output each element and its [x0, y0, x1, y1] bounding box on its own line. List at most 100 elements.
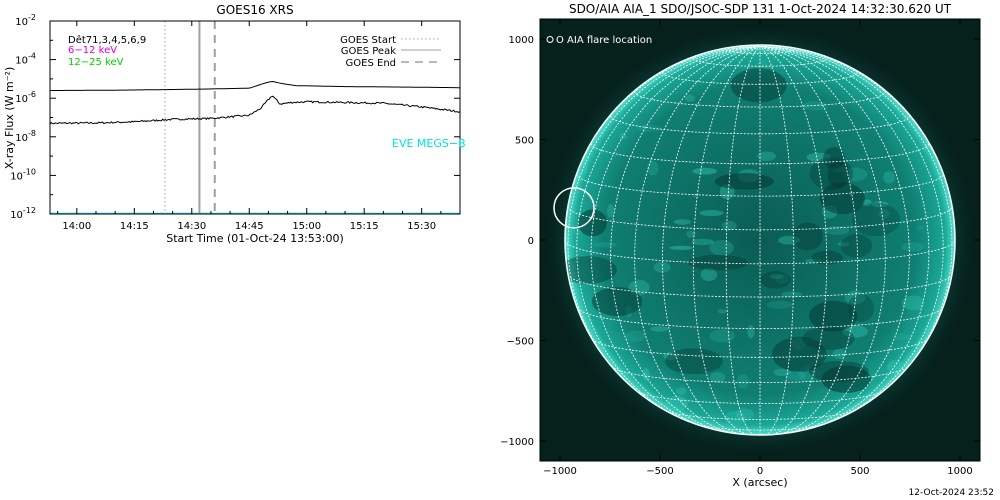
image-y-tick-label: 0 — [528, 236, 534, 247]
bright-patch — [832, 349, 847, 360]
legend-goes-start: GOES Start — [340, 35, 396, 46]
image-title: SDO/AIA AIA_1 SDO/JSOC-SDP 131 1-Oct-202… — [569, 2, 952, 16]
flare-legend-marker — [546, 36, 554, 43]
dark-patch — [772, 336, 827, 372]
bright-patch — [642, 367, 650, 381]
lightcurve-series — [50, 80, 460, 214]
bright-patch — [565, 229, 583, 235]
dark-patch — [823, 147, 845, 170]
longitude-line — [610, 46, 761, 433]
longitude-line — [759, 46, 795, 436]
latitude-line — [636, 390, 884, 404]
heliographic-grid — [564, 46, 956, 436]
chart-title: GOES16 XRS — [216, 3, 293, 17]
bright-patch — [606, 203, 615, 218]
bright-patch — [785, 370, 806, 381]
footer-timestamp: 12-Oct-2024 23:52 — [909, 488, 994, 498]
bright-patch — [593, 242, 617, 248]
image-x-tick-label: 0 — [757, 466, 763, 477]
longitude-line — [759, 46, 886, 435]
flare-location-circle — [553, 187, 595, 229]
y-tick-exponent: -4 — [28, 52, 36, 61]
bright-patch — [691, 238, 715, 246]
bright-patch — [747, 324, 755, 339]
bright-patch — [724, 410, 746, 426]
bright-patch — [709, 240, 734, 256]
dark-patch — [714, 173, 774, 190]
longitude-line — [590, 46, 761, 432]
image-x-tick-label: 1000 — [947, 466, 972, 477]
bright-patch — [709, 329, 736, 343]
bright-patch — [686, 230, 696, 238]
y-tick-exponent: -10 — [23, 167, 36, 176]
bright-patch — [769, 273, 783, 280]
y-tick-label: 10-4 — [15, 52, 36, 67]
eve-megs-b-label: EVE MEGS−B — [392, 137, 466, 150]
legend-6-12-kev: 6−12 keV — [68, 45, 117, 56]
dark-patch — [851, 202, 901, 237]
dark-patch — [688, 254, 749, 271]
aia-sun-image — [541, 21, 979, 459]
latitude-line — [634, 91, 886, 108]
longitude-line — [567, 46, 761, 400]
aia-image-panel: SDO/AIA AIA_1 SDO/JSOC-SDP 131 1-Oct-202… — [500, 2, 981, 489]
solar-disk — [565, 45, 955, 435]
dark-patch — [760, 271, 791, 289]
y-tick-exponent: -12 — [23, 206, 36, 215]
series-line-long — [50, 80, 460, 91]
dark-patch — [809, 300, 858, 332]
bright-patch — [709, 372, 726, 383]
longitude-line — [759, 46, 953, 400]
bright-patch — [636, 124, 662, 132]
y-tick-exponent: -6 — [28, 90, 36, 99]
latitude-line — [567, 206, 953, 231]
bright-patch — [805, 258, 823, 263]
dark-patch — [577, 209, 607, 237]
legend-goes-peak: GOES Peak — [341, 46, 396, 57]
bright-patch — [883, 171, 895, 184]
bright-patch — [625, 330, 647, 342]
image-x-tick-label: −500 — [646, 466, 673, 477]
image-y-tick-label: 1000 — [509, 35, 534, 46]
dark-patch — [840, 234, 873, 258]
bright-patch — [653, 261, 671, 273]
bright-patch — [862, 199, 872, 207]
dark-patch — [802, 327, 855, 350]
image-y-tick-label: −500 — [507, 336, 534, 347]
bright-patch — [674, 219, 691, 225]
bright-patch — [579, 163, 588, 175]
image-y-axis-ticks: 1000 500 0 −500 −1000 — [500, 35, 980, 448]
longitude-line — [634, 46, 761, 435]
legend-left: Dêt71,3,4,5,6,9 6−12 keV 12−25 keV — [68, 34, 146, 68]
bright-patch — [699, 209, 724, 217]
bright-patch — [700, 268, 718, 282]
y-tick-label: 10-6 — [15, 90, 36, 105]
image-x-tick-label: −1000 — [543, 466, 577, 477]
x-tick-label: 14:00 — [62, 221, 91, 232]
latitude-line — [725, 49, 795, 54]
dark-patch — [591, 287, 643, 316]
image-x-tick-label: 500 — [850, 466, 869, 477]
longitude-line — [576, 46, 761, 426]
legend-right: GOES Start GOES Peak GOES End — [340, 35, 441, 69]
longitude-line — [759, 46, 944, 426]
bright-patch — [737, 374, 749, 389]
x-tick-label: 14:45 — [235, 221, 264, 232]
image-y-tick-label: 500 — [515, 136, 534, 147]
bright-patch — [665, 395, 689, 412]
x-tick-label: 14:15 — [120, 221, 149, 232]
x-axis-ticks: 14:00 14:15 14:30 14:45 15:00 15:15 15:30 — [57, 21, 461, 232]
series-line-short — [50, 95, 460, 125]
legend-goes-end: GOES End — [346, 58, 396, 69]
x-tick-label: 15:00 — [292, 221, 321, 232]
bright-patch — [915, 225, 925, 230]
bright-patch — [669, 245, 693, 250]
dark-patch — [730, 68, 787, 103]
bright-patch — [781, 291, 803, 298]
solar-limb — [564, 44, 956, 436]
x-tick-label: 15:30 — [407, 221, 436, 232]
dark-patch — [811, 250, 843, 265]
dark-patch — [665, 348, 723, 375]
